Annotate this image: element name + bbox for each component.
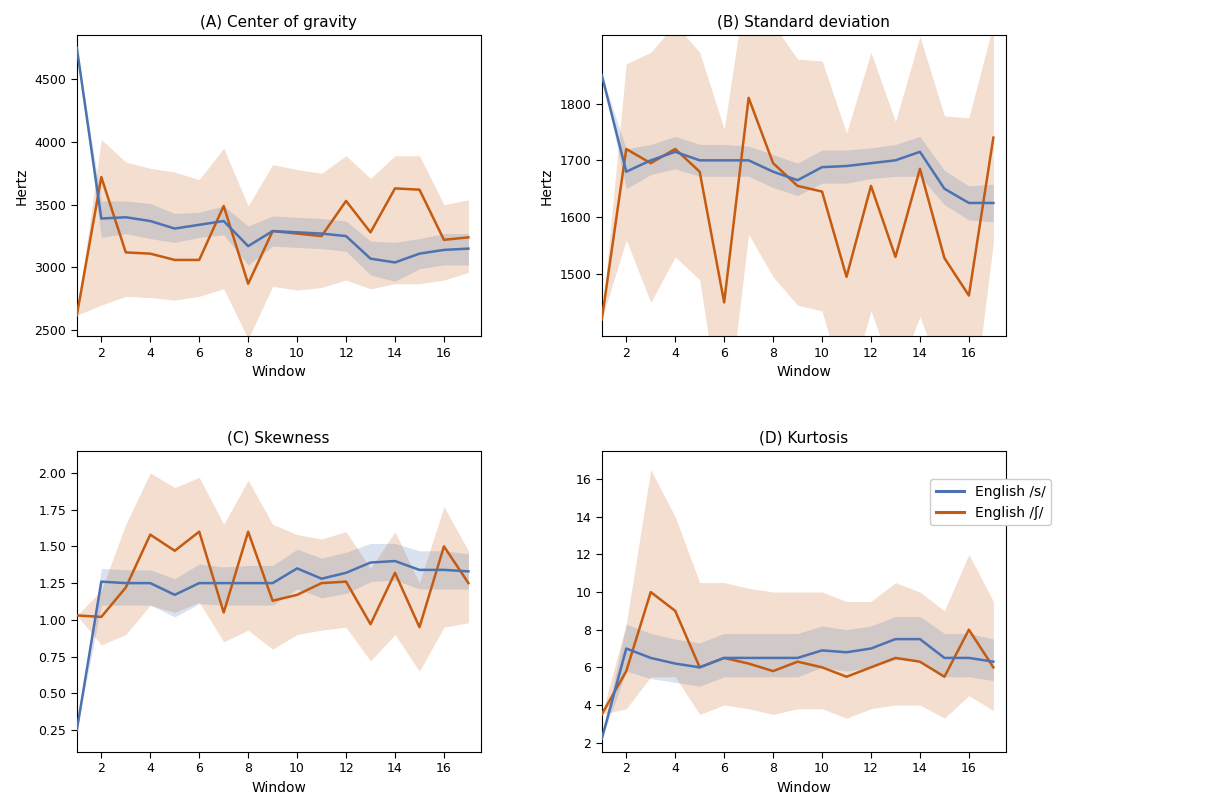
X-axis label: Window: Window xyxy=(776,365,831,379)
Title: (B) Standard deviation: (B) Standard deviation xyxy=(717,15,891,30)
Title: (C) Skewness: (C) Skewness xyxy=(227,431,330,446)
X-axis label: Window: Window xyxy=(252,365,306,379)
Y-axis label: Hertz: Hertz xyxy=(539,167,554,205)
Y-axis label: Hertz: Hertz xyxy=(15,167,29,205)
Legend: English /s/, English /ʃ/: English /s/, English /ʃ/ xyxy=(931,480,1051,525)
Title: (A) Center of gravity: (A) Center of gravity xyxy=(200,15,357,30)
X-axis label: Window: Window xyxy=(776,781,831,795)
X-axis label: Window: Window xyxy=(252,781,306,795)
Title: (D) Kurtosis: (D) Kurtosis xyxy=(759,431,848,446)
